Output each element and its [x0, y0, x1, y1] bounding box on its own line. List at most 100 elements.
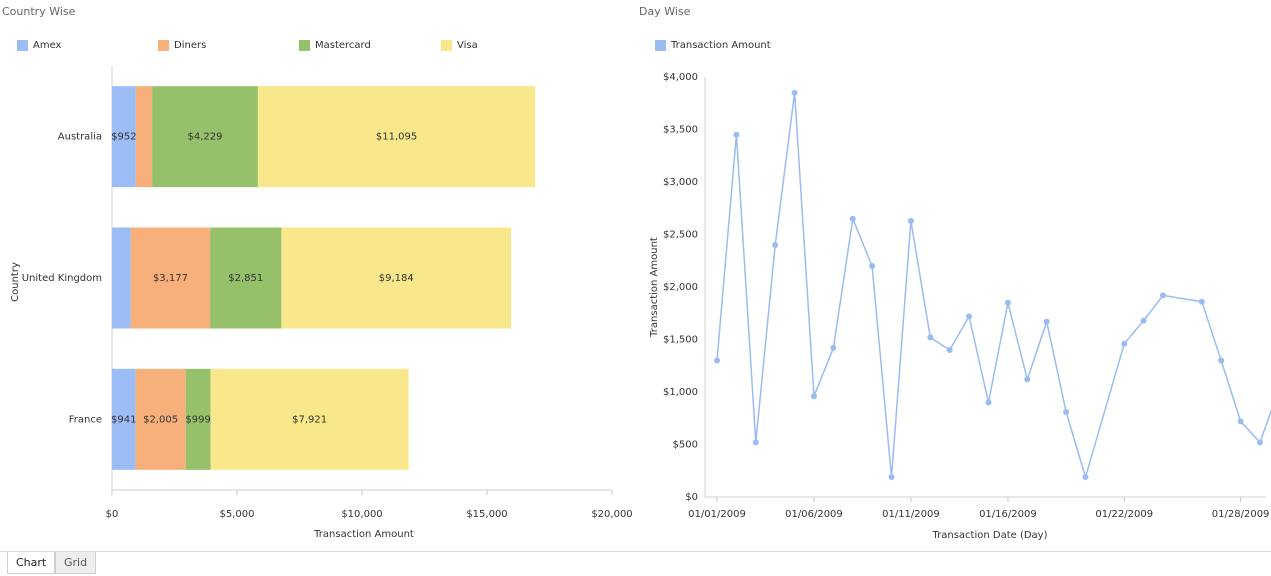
bar-amex-australia: [112, 86, 136, 188]
data-label: $941: [111, 414, 136, 425]
y-tick-label: $1,000: [663, 387, 698, 398]
bar-mastercard-united-kingdom: [210, 227, 282, 329]
data-label: $952: [111, 132, 136, 143]
x-tick-label: 01/16/2009: [979, 509, 1037, 520]
category-label-united-kingdom: United Kingdom: [22, 273, 102, 284]
y-tick-label: $3,500: [663, 125, 698, 136]
country-stacked-bar-chart: $0 $5,000 $10,000 $15,000 $20,000 Transaction…: [10, 66, 633, 540]
country-chart-legend: Amex Diners Mastercard Visa: [0, 40, 620, 54]
data-point: [830, 344, 837, 351]
bar-mastercard-australia: [152, 86, 258, 188]
data-label: $7,921: [292, 414, 327, 425]
y-tick-label: $0: [685, 492, 698, 503]
bar-mastercard-france: [185, 368, 211, 470]
data-point: [946, 347, 953, 353]
x-axis-title: Transaction Amount: [313, 529, 414, 540]
data-point: [791, 89, 798, 96]
legend-item-diners[interactable]: Diners: [158, 40, 206, 51]
y-axis-title: Transaction Amount: [649, 237, 660, 338]
legend-item-transaction-amount[interactable]: Transaction Amount: [655, 40, 771, 51]
y-tick-label: $2,000: [663, 282, 698, 293]
x-tick-label: $5,000: [220, 509, 255, 520]
data-point: [1218, 357, 1225, 364]
legend-swatch: [441, 40, 452, 51]
day-chart-legend: Transaction Amount: [640, 40, 1040, 54]
x-tick-label: 01/28/2009: [1212, 509, 1270, 520]
category-label-france: France: [69, 414, 102, 425]
data-point: [733, 131, 740, 138]
legend-swatch: [655, 40, 666, 51]
data-point: [752, 439, 759, 446]
legend-label: Transaction Amount: [671, 40, 771, 51]
legend-item-mastercard[interactable]: Mastercard: [299, 40, 371, 51]
country-wise-title: Country Wise: [2, 5, 76, 18]
legend-label: Amex: [33, 40, 62, 51]
bar-visa-australia: [257, 86, 536, 188]
x-tick-label: $0: [106, 509, 119, 520]
y-tick-label: $2,500: [663, 230, 698, 241]
bar-diners-australia: [135, 86, 153, 188]
data-point: [810, 393, 817, 400]
data-point: [1237, 418, 1244, 425]
data-point: [1160, 292, 1167, 299]
x-tick-label: 01/11/2009: [882, 509, 940, 520]
bar-visa-france: [210, 368, 409, 470]
data-point: [1063, 408, 1070, 415]
data-label: $2,005: [143, 414, 178, 425]
view-tab-bar: Chart Grid: [0, 551, 1271, 576]
bar-visa-united-kingdom: [281, 227, 512, 329]
y-tick-label: $3,000: [663, 177, 698, 188]
data-point: [1198, 298, 1205, 305]
legend-label: Visa: [457, 40, 478, 51]
data-point: [1024, 376, 1031, 383]
bar-diners-france: [135, 368, 186, 470]
y-tick-label: $1,500: [663, 335, 698, 346]
legend-label: Diners: [174, 40, 207, 51]
x-tick-label: $15,000: [466, 509, 507, 520]
tab-chart[interactable]: Chart: [7, 552, 56, 574]
data-point: [888, 474, 895, 481]
data-point: [1082, 474, 1089, 481]
day-line-chart: $0 $500 $1,000 $1,500 $2,000 $2,500 $3,000 $3,5…: [649, 72, 1271, 541]
day-wise-title: Day Wise: [639, 5, 691, 18]
category-label-australia: Australia: [58, 132, 102, 143]
tab-grid[interactable]: Grid: [55, 552, 97, 574]
series-line-transaction-amount: [716, 92, 1271, 480]
data-label: $11,095: [376, 132, 417, 143]
data-point: [1121, 340, 1128, 347]
data-point: [985, 399, 992, 406]
data-point: [849, 215, 856, 222]
data-point: [927, 334, 934, 341]
data-point: [772, 242, 779, 248]
x-tick-label: 01/22/2009: [1095, 509, 1153, 520]
bar-diners-united-kingdom: [130, 227, 211, 329]
data-label: $999: [185, 414, 210, 425]
data-point: [714, 357, 720, 364]
x-tick-label: 01/06/2009: [785, 509, 843, 520]
legend-swatch: [158, 40, 169, 51]
y-tick-label: $500: [673, 440, 698, 451]
y-tick-label: $4,000: [663, 72, 698, 83]
legend-item-amex[interactable]: Amex: [17, 40, 61, 51]
bar-amex-france: [112, 368, 136, 470]
data-label: $4,229: [188, 132, 223, 143]
legend-swatch: [17, 40, 28, 51]
x-tick-label: $10,000: [341, 509, 382, 520]
data-label: $2,851: [228, 273, 263, 284]
data-point: [869, 263, 876, 269]
data-label: $3,177: [153, 273, 188, 284]
legend-swatch: [299, 40, 310, 51]
data-point: [1043, 318, 1050, 325]
legend-item-visa[interactable]: Visa: [441, 40, 478, 51]
bar-amex-united-kingdom: [112, 227, 131, 329]
data-point: [1257, 439, 1263, 446]
data-point: [907, 217, 914, 224]
x-tick-label: 01/01/2009: [688, 509, 746, 520]
x-axis-title: Transaction Date (Day): [931, 530, 1047, 541]
x-tick-label: $20,000: [591, 509, 632, 520]
y-axis-title: Country: [10, 262, 21, 302]
data-point: [1140, 317, 1147, 324]
data-point: [1004, 299, 1011, 306]
legend-label: Mastercard: [315, 40, 371, 51]
data-label: $9,184: [379, 273, 414, 284]
